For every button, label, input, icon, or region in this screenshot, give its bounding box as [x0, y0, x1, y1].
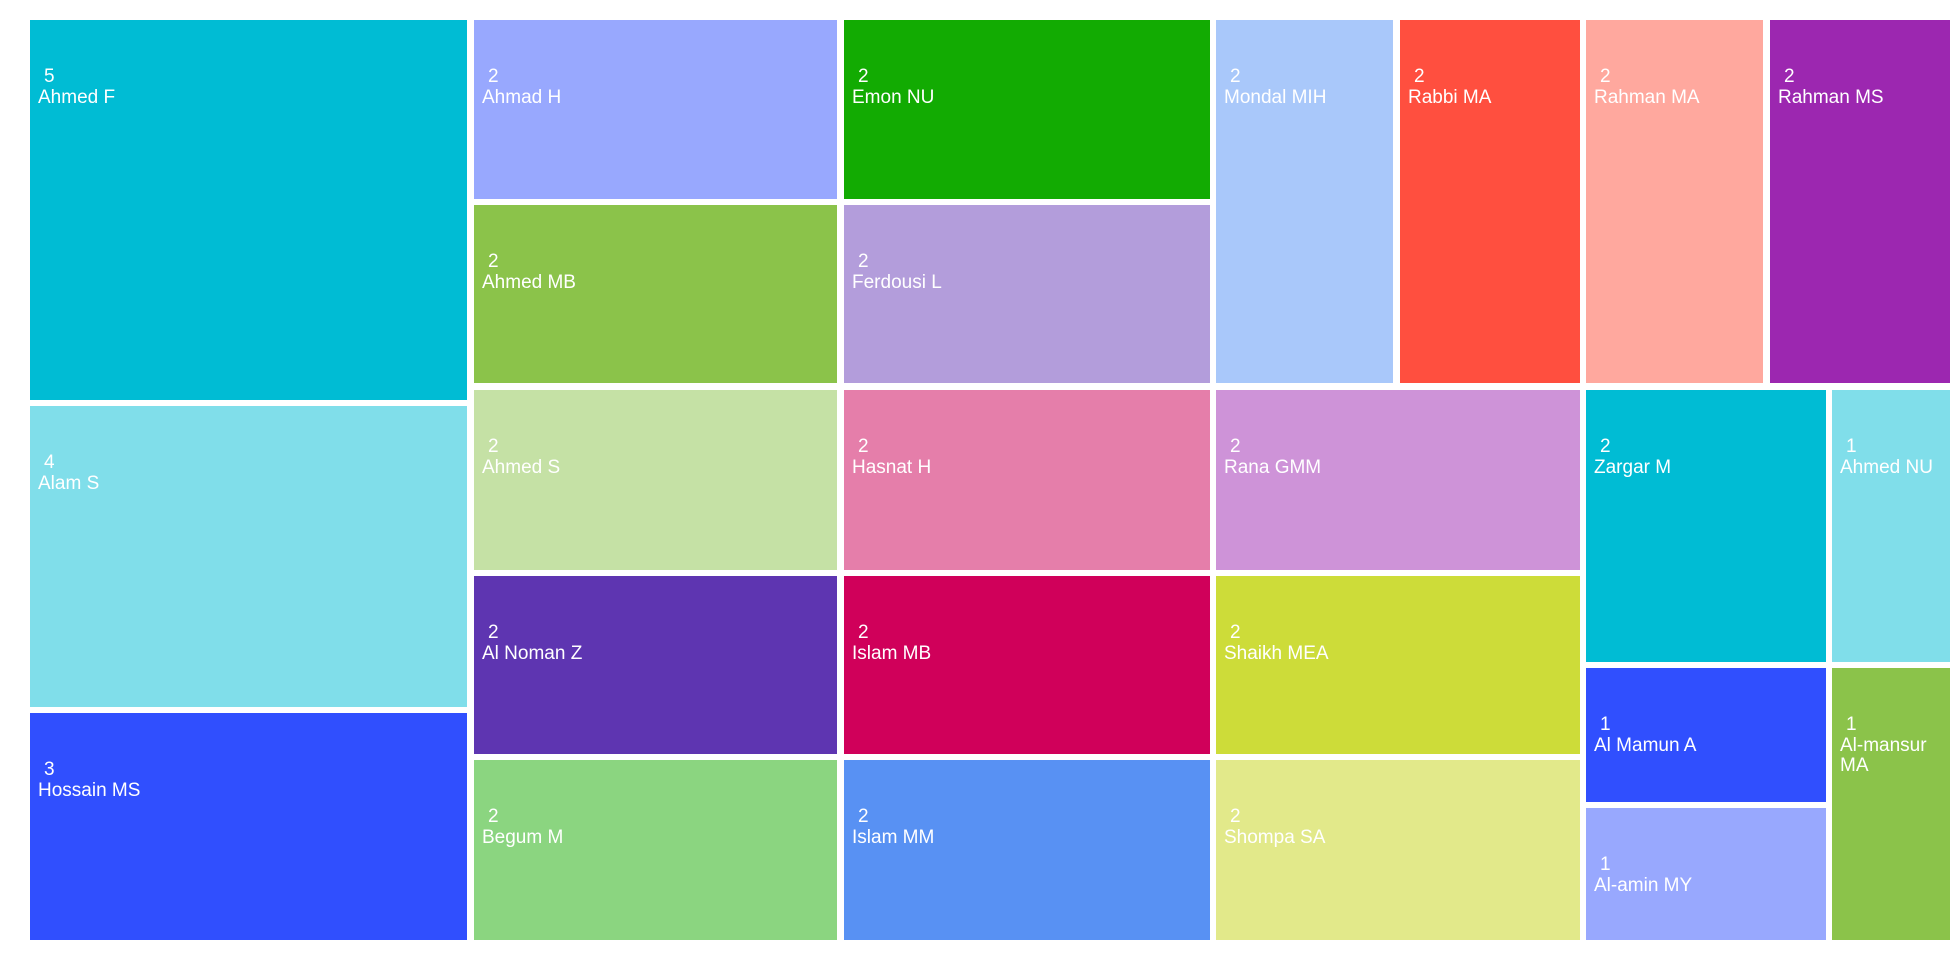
treemap-tile[interactable]: 4 Alam S	[30, 406, 467, 707]
tile-label: Al Noman Z	[482, 643, 583, 664]
tile-value: 3	[44, 759, 55, 780]
treemap-tile[interactable]: 2 Ahmed MB	[474, 205, 837, 383]
treemap-tile[interactable]: 2 Begum M	[474, 760, 837, 940]
treemap-tile[interactable]: 3 Hossain MS	[30, 713, 467, 940]
tile-value: 2	[1230, 66, 1241, 87]
tile-value: 5	[44, 66, 55, 87]
tile-value: 2	[1230, 622, 1241, 643]
treemap-tile[interactable]: 1 Ahmed NU	[1832, 390, 1950, 662]
tile-label: Hasnat H	[852, 457, 932, 478]
tile-value: 1	[1600, 854, 1611, 875]
tile-label: Shaikh MEA	[1224, 643, 1329, 664]
tile-label: Hossain MS	[38, 780, 141, 801]
tile-label: Rahman MA	[1594, 87, 1700, 108]
treemap-tile[interactable]: 5 Ahmed F	[30, 20, 467, 400]
treemap-tile[interactable]: 1 Al-mansur MA	[1832, 668, 1950, 940]
tile-value: 2	[858, 251, 869, 272]
treemap-tile[interactable]: 2 Emon NU	[844, 20, 1210, 199]
treemap-tile[interactable]: 2 Rahman MA	[1586, 20, 1763, 383]
tile-label: Islam MB	[852, 643, 932, 664]
treemap-tile[interactable]: 2 Islam MB	[844, 576, 1210, 754]
tile-label: Rabbi MA	[1408, 87, 1492, 108]
tile-label: Islam MM	[852, 827, 935, 848]
tile-value: 4	[44, 452, 55, 473]
tile-label: Al Mamun A	[1594, 735, 1697, 756]
tile-value: 2	[858, 436, 869, 457]
tile-label: Alam S	[38, 473, 100, 494]
tile-label: Ahmed S	[482, 457, 561, 478]
treemap-tile[interactable]: 2 Ahmed S	[474, 390, 837, 570]
tile-label: Al-mansur MA	[1840, 735, 1927, 776]
treemap-tile[interactable]: 2 Mondal MIH	[1216, 20, 1393, 383]
treemap-tile[interactable]: 1 Al Mamun A	[1586, 668, 1826, 802]
tile-value: 1	[1846, 436, 1857, 457]
tile-value: 1	[1600, 714, 1611, 735]
tile-label: Ahmad H	[482, 87, 562, 108]
tile-value: 2	[1230, 436, 1241, 457]
tile-value: 2	[1230, 806, 1241, 827]
treemap-tile[interactable]: 2 Zargar M	[1586, 390, 1826, 662]
treemap-tile[interactable]: 2 Rahman MS	[1770, 20, 1950, 383]
tile-value: 2	[488, 66, 499, 87]
treemap-tile[interactable]: 2 Ferdousi L	[844, 205, 1210, 383]
treemap-tile[interactable]: 2 Ahmad H	[474, 20, 837, 199]
tile-label: Ahmed MB	[482, 272, 576, 293]
tile-label: Al-amin MY	[1594, 875, 1693, 896]
treemap-tile[interactable]: 2 Rana GMM	[1216, 390, 1580, 570]
tile-label: Emon NU	[852, 87, 935, 108]
tile-label: Ahmed F	[38, 87, 116, 108]
treemap-tile[interactable]: 2 Al Noman Z	[474, 576, 837, 754]
tile-label: Begum M	[482, 827, 564, 848]
tile-value: 2	[488, 622, 499, 643]
tile-label: Shompa SA	[1224, 827, 1326, 848]
tile-value: 2	[1600, 66, 1611, 87]
treemap-tile[interactable]: 2 Shaikh MEA	[1216, 576, 1580, 754]
tile-value: 2	[488, 806, 499, 827]
tile-label: Rana GMM	[1224, 457, 1322, 478]
tile-value: 2	[1600, 436, 1611, 457]
tile-label: Zargar M	[1594, 457, 1672, 478]
tile-value: 2	[1784, 66, 1795, 87]
tile-label: Ahmed NU	[1840, 457, 1933, 478]
treemap-tile[interactable]: 1 Al-amin MY	[1586, 808, 1826, 940]
tile-value: 2	[858, 66, 869, 87]
tile-label: Ferdousi L	[852, 272, 942, 293]
treemap-tile[interactable]: 2 Hasnat H	[844, 390, 1210, 570]
tile-label: Mondal MIH	[1224, 87, 1327, 108]
tile-value: 2	[1414, 66, 1425, 87]
tile-label: Rahman MS	[1778, 87, 1884, 108]
tile-value: 2	[488, 436, 499, 457]
tile-value: 1	[1846, 714, 1857, 735]
tile-value: 2	[858, 622, 869, 643]
treemap-tile[interactable]: 2 Rabbi MA	[1400, 20, 1580, 383]
tile-value: 2	[858, 806, 869, 827]
treemap-tile[interactable]: 2 Islam MM	[844, 760, 1210, 940]
tile-value: 2	[488, 251, 499, 272]
treemap-tile[interactable]: 2 Shompa SA	[1216, 760, 1580, 940]
